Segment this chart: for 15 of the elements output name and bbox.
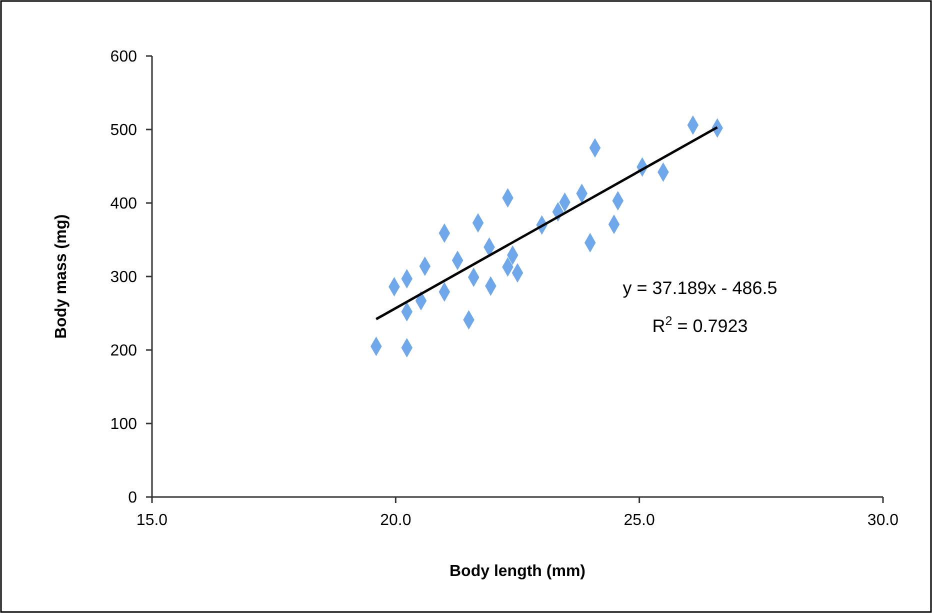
x-tick-label: 25.0 [624, 512, 656, 529]
y-tick-label: 300 [110, 269, 138, 286]
y-tick-label: 400 [110, 196, 138, 213]
x-axis-title: Body length (mm) [450, 563, 586, 580]
x-tick-label: 20.0 [380, 512, 412, 529]
y-tick-label: 100 [110, 416, 138, 434]
annotation: y = 37.189x - 486.5 [622, 278, 778, 298]
y-tick-label: 600 [110, 48, 138, 66]
x-tick-label: 30.0 [867, 512, 899, 529]
annotation: R$^{2}$ = 0.7923 [652, 314, 748, 336]
y-tick-label: 500 [110, 122, 138, 140]
x-tick-label: 15.0 [136, 512, 168, 529]
y-tick-label: 0 [128, 490, 138, 507]
y-axis-title: Body mass (mg) [53, 214, 70, 339]
y-tick-label: 200 [110, 342, 138, 360]
